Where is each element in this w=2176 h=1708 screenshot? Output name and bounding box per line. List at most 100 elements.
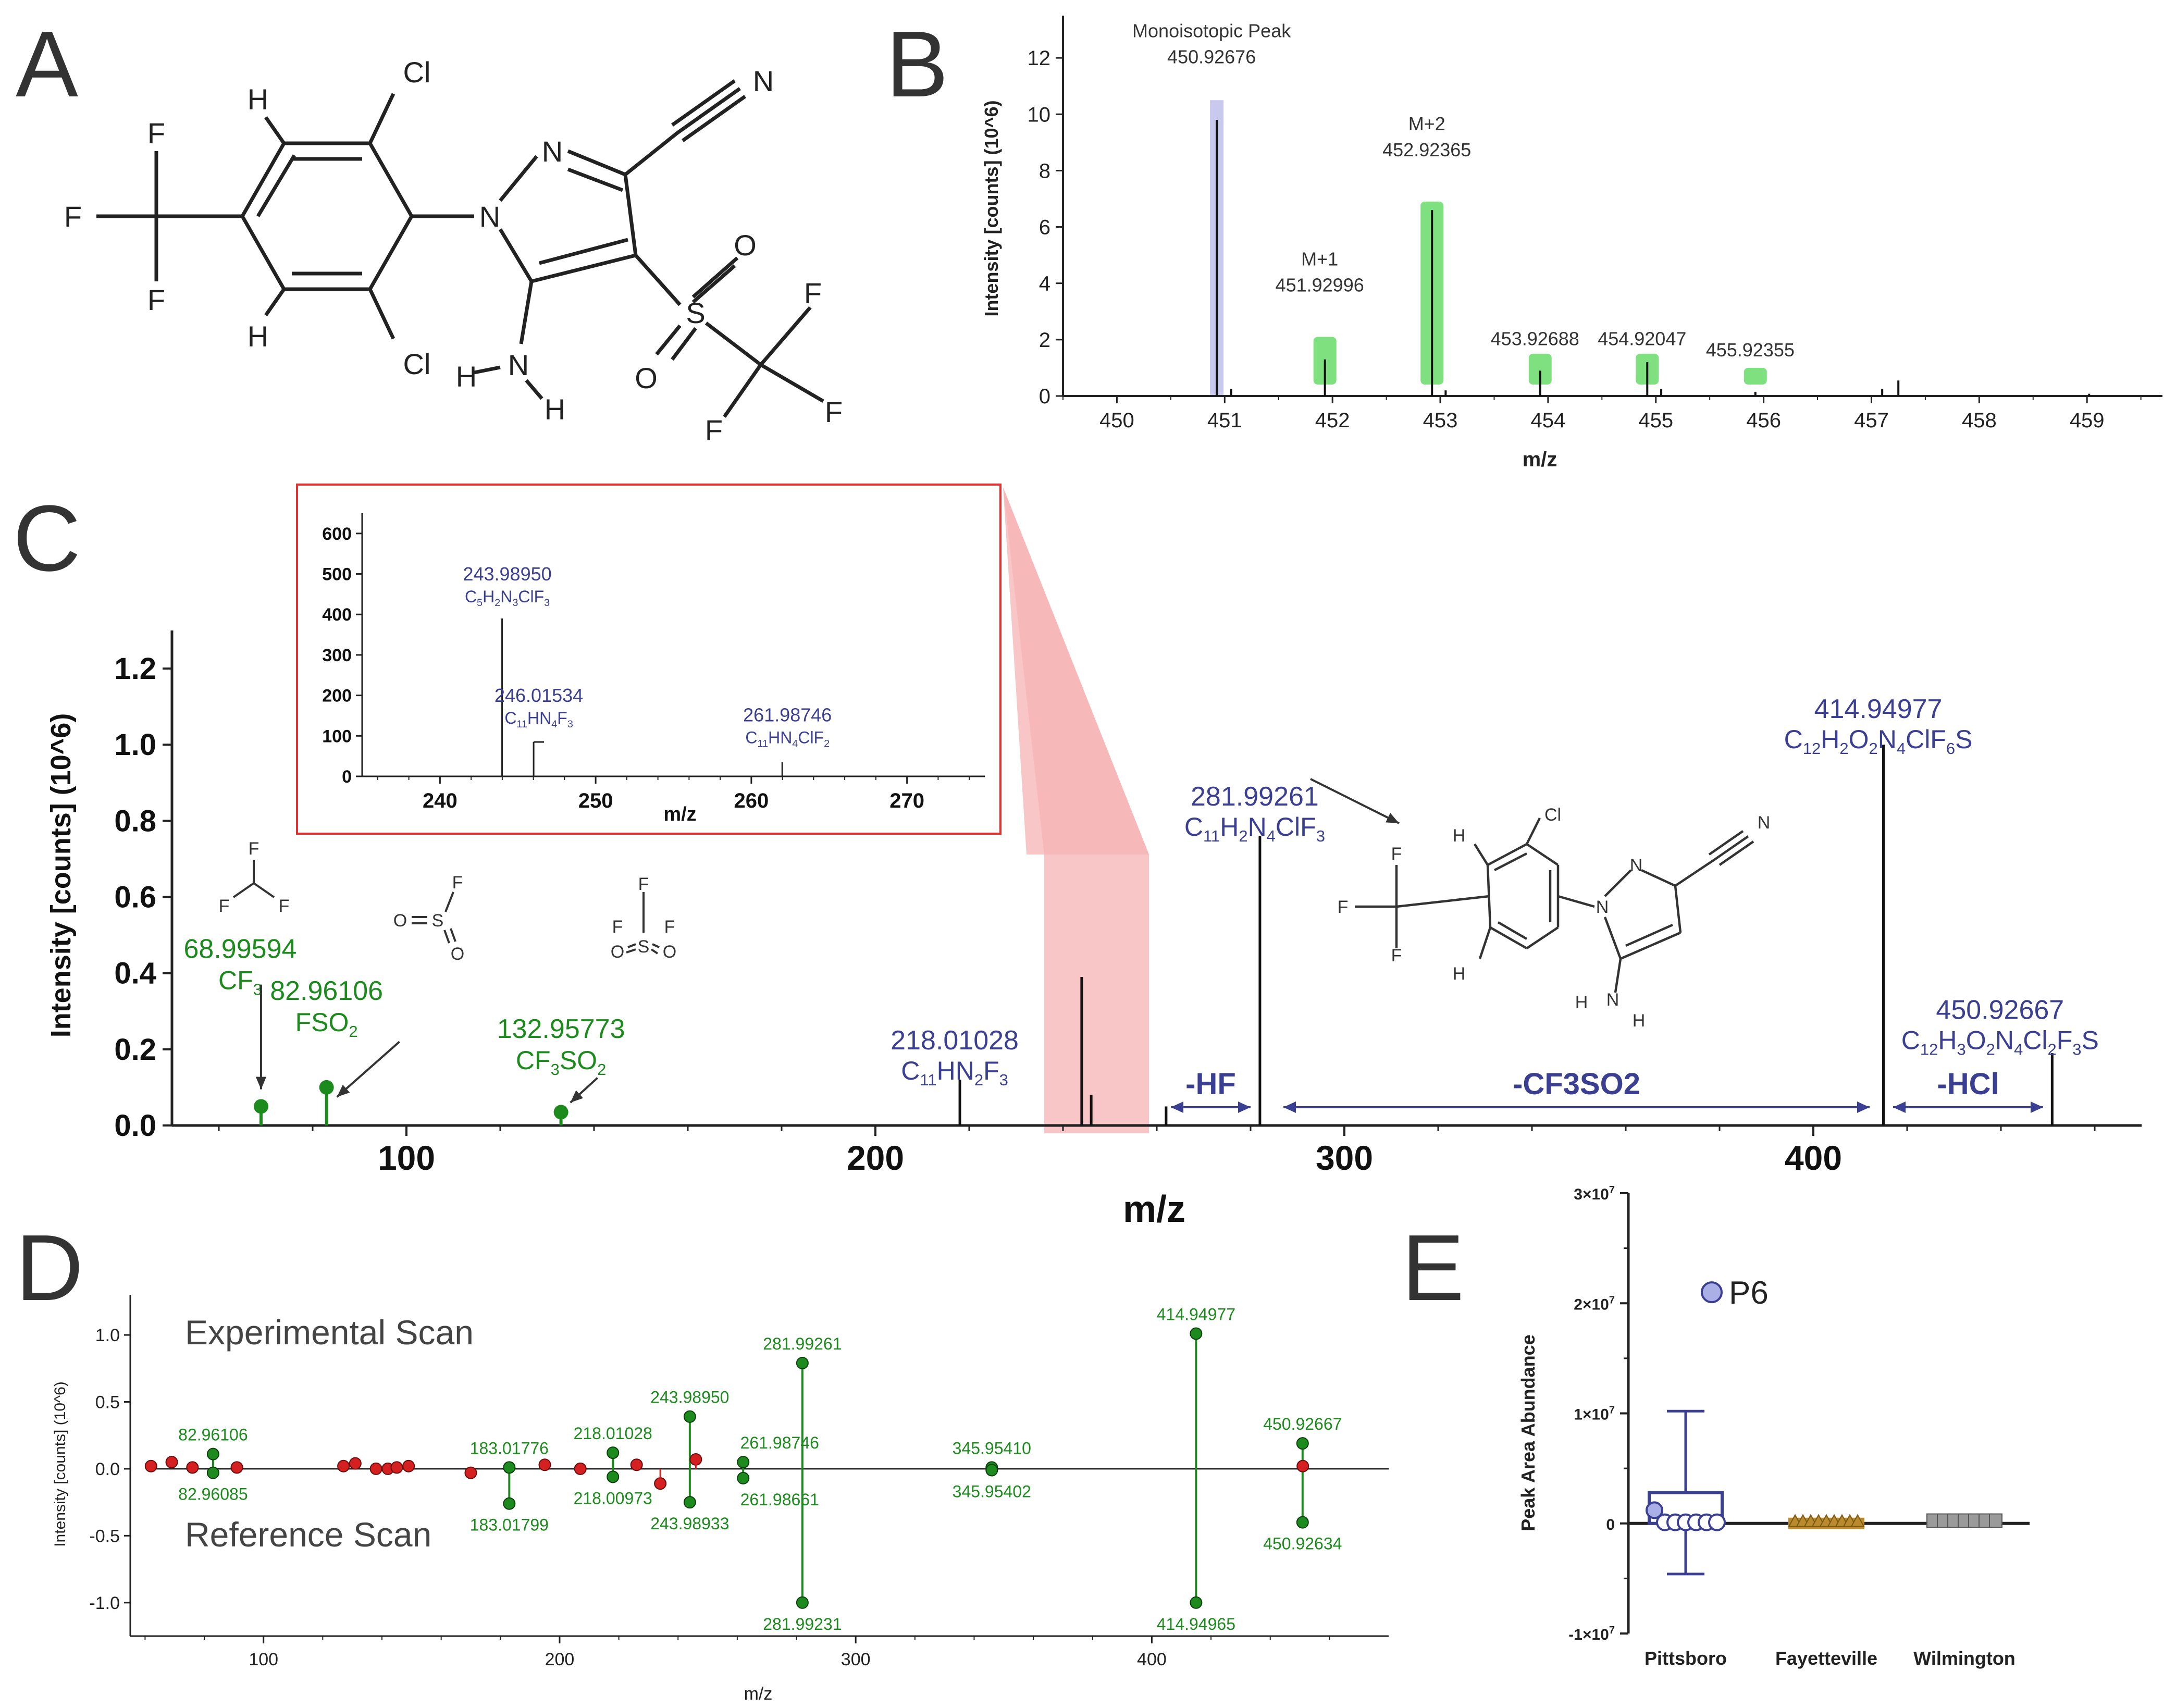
formula-subscript: 12: [1920, 1040, 1938, 1058]
x-tick-label: 453: [1423, 409, 1458, 432]
arrow-head: [2031, 1101, 2043, 1113]
y-tick-label: 100: [322, 726, 352, 746]
x-tick-label: 100: [378, 1138, 435, 1177]
formula-subscript: 2: [1869, 739, 1877, 758]
molecule-c-labels: Cl H H N N N F F F H N H: [1338, 805, 1771, 1031]
tick-mantissa: 0: [1606, 1516, 1615, 1533]
unmatched-point: [402, 1459, 415, 1472]
atom-label: F: [705, 414, 723, 447]
unmatched-point: [630, 1458, 643, 1471]
formula-part: CF: [218, 966, 253, 995]
structure-arrow: [1310, 778, 1400, 824]
formula-subscript: 6: [1946, 739, 1955, 758]
formula-subscript: 3: [512, 597, 518, 609]
unmatched-point: [144, 1459, 157, 1472]
y-tick-label: 0.2: [114, 1033, 156, 1067]
peak-mass-label: 451.92996: [1276, 275, 1364, 296]
x-tick-label: 459: [2070, 409, 2105, 432]
peak-mass-label: 453.92688: [1491, 328, 1579, 349]
y-tick-label: -1.0: [89, 1593, 120, 1613]
formula-part: F: [2057, 1025, 2073, 1055]
atom-label: N: [1596, 897, 1609, 917]
y-tick-label: 1.2: [114, 652, 156, 686]
atom-label: O: [393, 911, 407, 931]
x-tick-label: 260: [734, 789, 769, 812]
formula-subscript: 2: [1839, 739, 1848, 758]
match-point-top: [737, 1456, 750, 1469]
x-tick-label: 300: [1316, 1138, 1373, 1177]
match-bottom-label: 243.98933: [650, 1514, 729, 1533]
peak-mass-label: 454.92047: [1598, 328, 1686, 349]
fragment-mass-label: 82.96106: [270, 976, 383, 1006]
tick-exponent: 7: [1609, 1405, 1615, 1416]
y-tick-label: -1×107: [1568, 1625, 1615, 1643]
loss-label: -CF3SO2: [1513, 1067, 1640, 1101]
tick-mantissa: 3×10: [1574, 1186, 1609, 1203]
formula-subscript: 12: [1803, 739, 1821, 758]
peak-mass-label: 450.92667: [1936, 995, 2064, 1025]
y-tick-label: 2: [1039, 329, 1050, 352]
y-tick-label: 300: [322, 646, 352, 665]
chart-b: 450 451 452 453 454 455 456 457 458 459 0 2 4 6 8 10 12 m…: [981, 16, 2162, 471]
tick-mantissa: -1×10: [1568, 1626, 1609, 1643]
bottom-scan-label: Reference Scan: [185, 1515, 431, 1554]
tick-exponent: 7: [1609, 1184, 1615, 1196]
sample-point: [1708, 1513, 1726, 1531]
match-point-bottom: [607, 1470, 620, 1483]
formula-part: C: [504, 709, 516, 727]
atom-label: H: [545, 393, 565, 426]
match-bottom-label: 218.00973: [574, 1489, 652, 1507]
formula-part: O: [1849, 725, 1869, 754]
peak-formula: C12H2O2N4ClF6S: [1784, 725, 1973, 758]
match-bottom-label: 450.92634: [1263, 1534, 1342, 1553]
unmatched-point: [538, 1458, 551, 1471]
arrow-head: [337, 1084, 350, 1097]
match-point-top: [683, 1410, 696, 1423]
match-bottom-label: 82.96085: [178, 1485, 248, 1504]
formula-subscript: 3: [2072, 1040, 2081, 1058]
formula-subscript: 3: [253, 980, 262, 998]
atom-label: N: [542, 135, 563, 168]
molecule-a-structure: [96, 79, 824, 418]
match-point-top: [607, 1446, 620, 1459]
atom-label: H: [248, 320, 268, 353]
unmatched-point: [186, 1461, 199, 1474]
x-axis-label: m/z: [1523, 448, 1557, 471]
unmatched-point: [1296, 1459, 1309, 1472]
formula-part: FSO: [295, 1008, 349, 1037]
atom-label: F: [249, 839, 259, 859]
x-category-label: Pittsboro: [1645, 1648, 1727, 1669]
peak-formula: C11HN4F3: [504, 709, 573, 730]
panel-letter-c: C: [13, 486, 81, 591]
unmatched-point: [165, 1456, 178, 1469]
x-tick-label: 300: [841, 1650, 871, 1669]
top-scan-label: Experimental Scan: [185, 1313, 474, 1352]
inset-frame: [296, 484, 1002, 835]
fragment-point: [319, 1080, 334, 1095]
match-point-bottom: [796, 1596, 809, 1609]
match-point-top: [206, 1447, 219, 1461]
fragment-formula: CF3: [218, 966, 262, 998]
atom-label: N: [753, 65, 774, 97]
formula-part: H: [483, 587, 494, 606]
x-tick-label: 400: [1785, 1138, 1842, 1177]
panel-letter-a: A: [16, 12, 78, 117]
arrow-head: [1238, 1101, 1251, 1113]
arrow-head: [1857, 1101, 1870, 1113]
sample-point: [1646, 1501, 1663, 1519]
match-point-top: [1296, 1437, 1309, 1450]
formula-subscript: 4: [1267, 827, 1276, 845]
fragment-point: [253, 1099, 268, 1114]
match-bottom-label: 345.95402: [953, 1482, 1031, 1501]
y-tick-label: 10: [1028, 103, 1051, 126]
x-category-label: Fayetteville: [1775, 1648, 1877, 1669]
formula-part: C: [465, 587, 477, 606]
y-tick-label: 0.6: [114, 881, 156, 914]
match-point-bottom: [985, 1464, 998, 1477]
formula-part: F: [983, 1056, 999, 1085]
atom-label: F: [1391, 844, 1402, 864]
fragment-point: [553, 1105, 568, 1120]
x-tick-label: 240: [423, 789, 458, 812]
y-tick-label: 400: [322, 605, 352, 625]
